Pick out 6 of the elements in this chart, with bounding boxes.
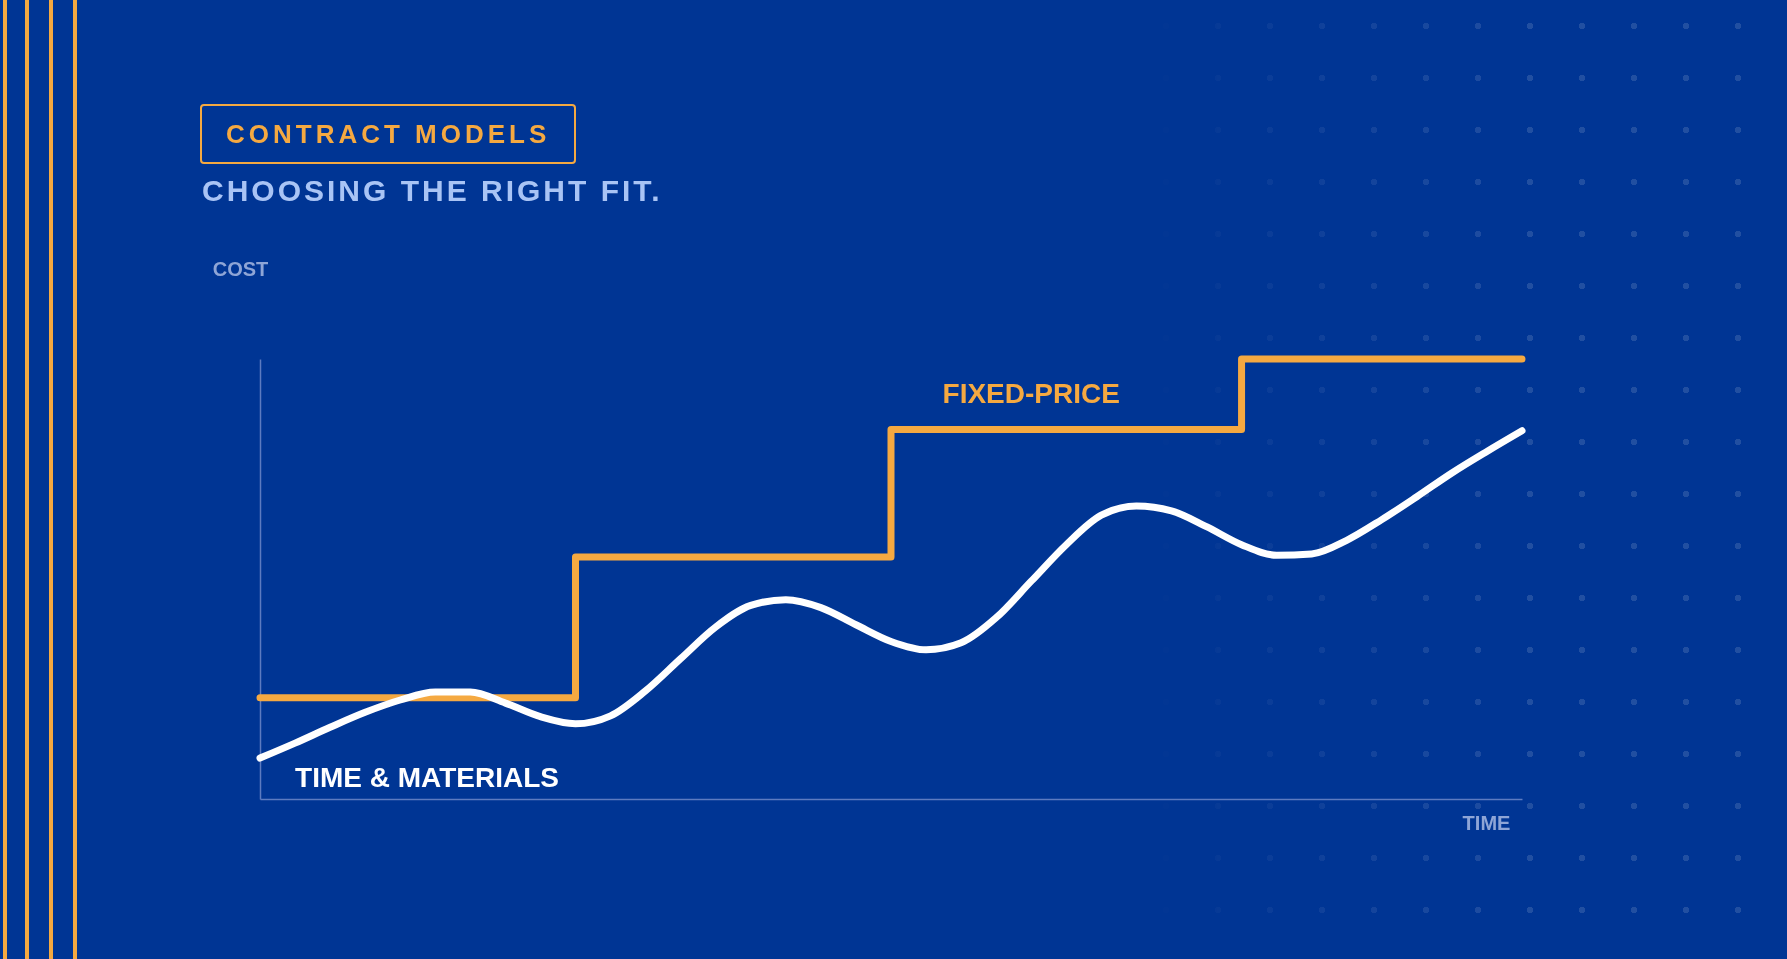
chart-title: CONTRACT MODELS [200, 104, 577, 164]
series-label: TIME & MATERIALS [295, 762, 559, 794]
series-label: FIXED-PRICE [942, 378, 1120, 410]
y-axis-title: COST [212, 257, 269, 280]
chart-subtitle: CHOOSING THE RIGHT FIT. [202, 174, 663, 208]
x-axis-title: TIME [1462, 811, 1511, 834]
